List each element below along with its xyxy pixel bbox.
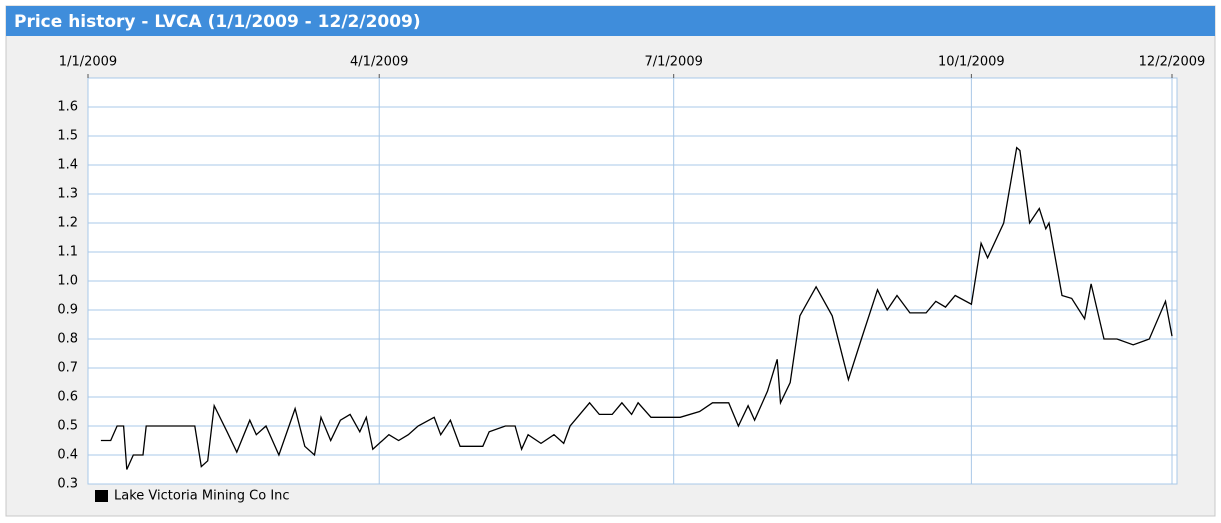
legend-label: Lake Victoria Mining Co Inc: [114, 489, 290, 504]
y-tick-label: 1.2: [57, 216, 78, 231]
x-tick-label: 1/1/2009: [59, 55, 117, 70]
x-tick-label: 12/2/2009: [1139, 55, 1206, 70]
y-tick-label: 0.6: [57, 390, 78, 405]
price-line: [100, 146, 1173, 470]
x-tick-label: 7/1/2009: [644, 55, 702, 70]
y-tick-label: 1.0: [57, 274, 78, 289]
y-tick-label: 1.5: [57, 129, 78, 144]
title-bar: [6, 6, 1215, 36]
y-tick-label: 1.3: [57, 187, 78, 202]
y-tick-label: 0.4: [57, 448, 78, 463]
x-tick-label: 4/1/2009: [350, 55, 408, 70]
y-tick-label: 1.6: [57, 100, 78, 115]
x-tick-label: 10/1/2009: [938, 55, 1005, 70]
y-tick-label: 0.5: [57, 419, 78, 434]
y-tick-label: 1.4: [57, 158, 78, 173]
y-tick-label: 0.8: [57, 332, 78, 347]
y-tick-label: 0.3: [57, 477, 78, 492]
y-tick-label: 1.1: [57, 245, 78, 260]
y-tick-label: 0.7: [57, 361, 78, 376]
chart-title: Price history - LVCA (1/1/2009 - 12/2/20…: [14, 12, 421, 32]
y-tick-label: 0.9: [57, 303, 78, 318]
legend-swatch: [95, 490, 108, 502]
